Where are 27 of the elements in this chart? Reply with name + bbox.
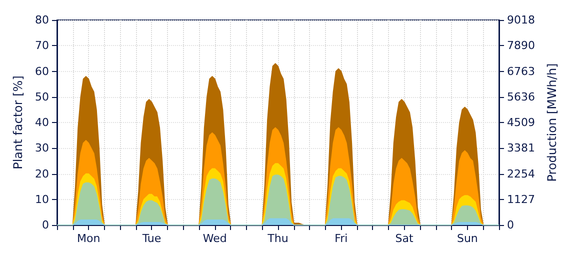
y2-tick-label: 1127 [507,192,535,206]
x-tick-label: Thu [266,232,288,245]
y2-tick-label: 7890 [507,39,535,52]
x-tick-label: Wed [202,232,227,245]
y-tick-label: 60 [35,64,49,78]
y2-tick-label: 5636 [507,90,535,104]
y2-tick-label: 0 [507,218,514,232]
x-tick-label: Mon [76,232,100,245]
y-tick-label: 20 [35,167,49,180]
x-tick-label: Sun [456,232,478,245]
y-tick-label: 50 [35,90,49,104]
y2-tick-label: 6763 [507,64,535,78]
y-tick-label: 30 [35,142,49,155]
y2-tick-label: 3381 [507,142,535,155]
y2-tick-label: 9018 [507,14,535,26]
y2-tick-label: 2254 [507,167,535,180]
x-tick-label: Fri [334,232,348,245]
y-axis-title: Plant factor [%] [11,76,26,170]
x-tick-label: Sat [395,232,414,245]
y-tick-label: 40 [35,116,49,129]
y-tick-label: 70 [35,39,49,52]
x-tick-label: Tue [141,232,162,245]
y-tick-label: 80 [35,14,49,26]
y2-tick-label: 4509 [507,116,535,129]
y-tick-label: 10 [35,192,49,206]
y2-axis-title: Production [MWh/h] [544,63,559,182]
y-tick-label: 0 [42,218,49,232]
